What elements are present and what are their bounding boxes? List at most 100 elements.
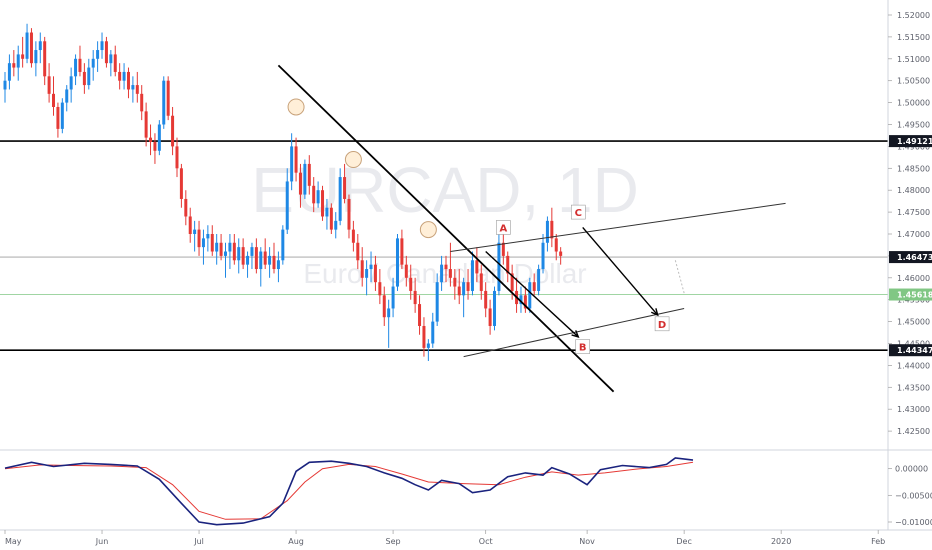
candle-body <box>365 269 369 278</box>
price-axis-label: 1.48000 <box>897 186 930 195</box>
candle-body <box>391 286 395 309</box>
time-axis-label: May <box>5 537 22 546</box>
time-axis-label: Jun <box>95 537 109 546</box>
candle-body <box>131 85 135 90</box>
chart-drawings[interactable]: A B C D <box>277 64 786 393</box>
candle-body <box>431 321 435 344</box>
candle-body <box>360 260 364 278</box>
candle-body <box>38 41 42 51</box>
price-axis-label: 1.42500 <box>897 427 930 436</box>
candle-body <box>435 282 439 322</box>
candle-body <box>303 163 307 195</box>
time-axis-label: Jul <box>193 537 204 546</box>
candle-body <box>144 111 148 138</box>
price-tag-label: 1.49121 <box>897 137 932 146</box>
candle-body <box>290 146 294 182</box>
candle-body <box>413 290 417 305</box>
projection-arrow-line <box>485 251 579 338</box>
price-tag-label: 1.45618 <box>897 291 932 300</box>
arrow-head <box>571 330 580 339</box>
point-label-a: A <box>499 223 507 234</box>
price-axis-label: 1.44000 <box>897 361 930 370</box>
candle-body <box>466 282 470 291</box>
candle-body <box>210 234 214 252</box>
price-axis-label: 1.51000 <box>897 55 930 64</box>
candle-body <box>140 93 144 112</box>
forecast-dotted-arrow <box>674 260 685 294</box>
candle-body <box>224 251 227 256</box>
time-axis[interactable]: May Jun Jul Aug Sep Oct Nov Dec 2020 Feb <box>0 529 932 546</box>
price-axis-label: 1.46000 <box>897 274 930 283</box>
candle-body <box>157 124 161 151</box>
point-label-b: B <box>579 343 587 354</box>
candle-body <box>501 242 505 256</box>
candle-body <box>329 207 333 230</box>
candle-body <box>510 273 514 291</box>
candle-body <box>532 282 536 291</box>
candle-body <box>12 63 16 68</box>
price-axis-label: 1.50000 <box>897 99 930 108</box>
candle-body <box>25 32 29 59</box>
price-axis-label: 1.47500 <box>897 208 930 217</box>
oscillator-signal-line <box>4 461 694 520</box>
time-axis-label: Feb <box>871 537 885 546</box>
candle-body <box>241 247 245 265</box>
candle-body <box>325 207 329 217</box>
candle-body <box>118 71 122 81</box>
candle-body <box>166 80 170 116</box>
price-axis-label: 1.52000 <box>897 11 930 20</box>
candle-body <box>65 89 69 103</box>
price-axis-label: 1.47000 <box>897 230 930 239</box>
price-axis[interactable]: 1.52000 1.51500 1.51000 1.50500 1.50000 1.495… <box>887 0 932 530</box>
price-tag <box>889 344 932 357</box>
candle-body <box>307 163 311 186</box>
candle-body <box>554 238 558 252</box>
price-axis-label: 1.51500 <box>897 33 930 42</box>
oscillator-main-line <box>4 457 694 526</box>
oscillator-axis-label: 0.00000 <box>895 465 928 474</box>
candle-body <box>179 168 183 199</box>
arrow-head <box>650 308 659 317</box>
candle-body <box>29 32 33 64</box>
candle-body <box>400 238 404 265</box>
candle-body <box>237 247 241 261</box>
candle-body <box>113 54 117 72</box>
touch-point-circle <box>344 151 362 169</box>
candle-body <box>184 198 188 217</box>
touch-point-circle <box>287 98 305 116</box>
oscillator-pane: 0.00000 −0.00500 −0.01000 <box>0 449 932 527</box>
point-label-box <box>654 316 670 332</box>
candle-body <box>382 295 386 318</box>
candle-body <box>96 50 100 59</box>
time-axis-label: Sep <box>386 537 401 546</box>
candle-body <box>493 290 497 326</box>
candle-body <box>550 220 554 239</box>
candle-body <box>263 251 267 265</box>
channel-upper-line <box>450 202 786 253</box>
price-axis-label: 1.45000 <box>897 318 930 327</box>
candle-body <box>369 264 373 270</box>
price-axis-label: 1.43000 <box>897 405 930 414</box>
price-tag-label: 1.44347 <box>897 346 932 355</box>
candle-body <box>193 229 197 234</box>
candle-body <box>462 282 466 296</box>
candle-body <box>448 269 452 278</box>
price-tag <box>889 251 932 264</box>
candle-body <box>91 58 95 68</box>
candle-body <box>254 247 258 270</box>
candle-body <box>528 282 532 309</box>
candle-body <box>52 93 56 107</box>
point-label-box <box>575 339 591 354</box>
candle-body <box>21 54 25 59</box>
descending-trendline <box>277 64 615 393</box>
candle-body <box>479 273 483 291</box>
candle-body <box>537 269 541 291</box>
candle-body <box>378 282 382 296</box>
candle-body <box>497 242 501 291</box>
time-axis-label: Oct <box>479 537 493 546</box>
point-label-c: C <box>575 208 582 219</box>
candle-body <box>347 198 351 230</box>
candle-body <box>470 260 474 291</box>
candle-body <box>506 255 510 274</box>
